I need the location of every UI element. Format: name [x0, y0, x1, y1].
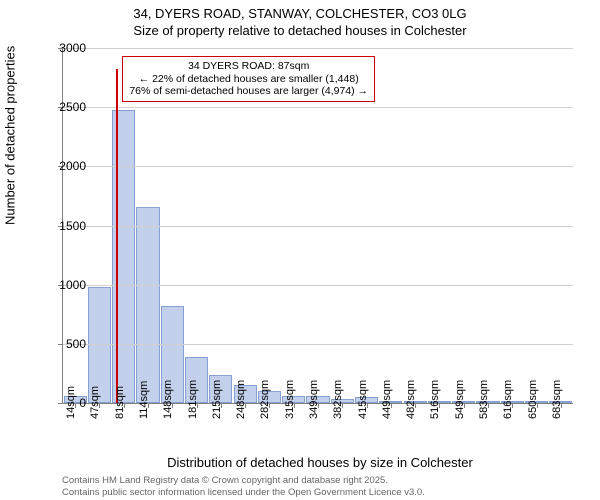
chart-container: 34, DYERS ROAD, STANWAY, COLCHESTER, CO3…: [0, 0, 600, 500]
gridline: [63, 166, 573, 167]
ytick-label: 2500: [40, 100, 86, 114]
gridline: [63, 344, 573, 345]
marker-annotation: 34 DYERS ROAD: 87sqm← 22% of detached ho…: [122, 56, 375, 102]
ytick-label: 0: [40, 396, 86, 410]
gridline: [63, 226, 573, 227]
chart-title-block: 34, DYERS ROAD, STANWAY, COLCHESTER, CO3…: [0, 0, 600, 40]
annotation-line: 34 DYERS ROAD: 87sqm: [129, 60, 368, 73]
gridline: [63, 107, 573, 108]
ytick-label: 1000: [40, 278, 86, 292]
footer-line1: Contains HM Land Registry data © Crown c…: [62, 475, 425, 486]
ytick-label: 1500: [40, 219, 86, 233]
footer-line2: Contains public sector information licen…: [62, 487, 425, 498]
annotation-line: ← 22% of detached houses are smaller (1,…: [129, 73, 368, 86]
footer-text: Contains HM Land Registry data © Crown c…: [62, 475, 425, 498]
ytick-label: 2000: [40, 159, 86, 173]
histogram-bar: [136, 207, 159, 403]
gridline: [63, 285, 573, 286]
x-axis-label: Distribution of detached houses by size …: [0, 455, 600, 470]
marker-line: [116, 69, 118, 403]
annotation-line: 76% of semi-detached houses are larger (…: [129, 85, 368, 98]
plot-area: 34 DYERS ROAD: 87sqm← 22% of detached ho…: [62, 48, 573, 404]
y-axis-label: Number of detached properties: [3, 46, 18, 225]
ytick-label: 3000: [40, 41, 86, 55]
gridline: [63, 48, 573, 49]
ytick-label: 500: [40, 337, 86, 351]
title-line2: Size of property relative to detached ho…: [0, 23, 600, 40]
title-line1: 34, DYERS ROAD, STANWAY, COLCHESTER, CO3…: [0, 6, 600, 23]
